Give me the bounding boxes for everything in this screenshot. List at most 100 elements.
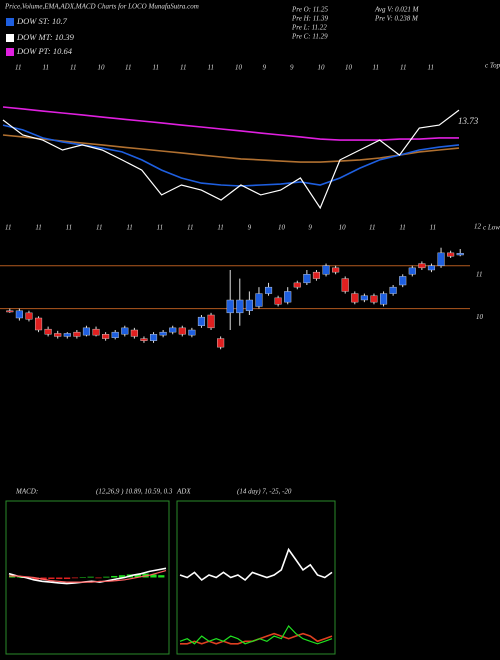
candle-body — [140, 338, 148, 341]
date-label: 11 — [70, 64, 76, 72]
date-label: 11 — [217, 224, 223, 232]
series-line — [9, 570, 167, 583]
series-line — [179, 547, 333, 582]
candle-body — [197, 316, 206, 326]
date-label: 9 — [308, 224, 312, 232]
histogram-bar — [103, 576, 110, 578]
panel-subtitle: (12,26,9 ) 10.89, 10.59, 0.3 — [96, 488, 173, 496]
date-label: 11 — [35, 224, 41, 232]
candle-body — [418, 263, 426, 269]
series-line — [2, 134, 460, 163]
series-line — [2, 106, 459, 141]
candle-body — [15, 310, 23, 319]
date-label: 11 — [187, 224, 193, 232]
date-label: 11 — [43, 64, 49, 72]
date-label: 9 — [248, 224, 252, 232]
candle-body — [284, 291, 292, 303]
stat: Pre O: 11.25 — [291, 6, 328, 14]
candle-body — [44, 328, 52, 335]
panel-subtitle: (14 day) 7, -25, -20 — [237, 488, 292, 496]
candle-body — [293, 282, 301, 288]
candle-body — [264, 286, 273, 294]
histogram-bar — [134, 574, 141, 578]
histogram-bar — [71, 577, 79, 579]
candle-body — [63, 333, 71, 337]
legend-swatch — [6, 48, 14, 56]
y-tick-label: 10 — [476, 313, 484, 321]
lows-label: c Lows — [483, 224, 500, 232]
candle-body — [217, 338, 225, 348]
date-label: 11 — [400, 64, 406, 72]
histogram-bar — [111, 575, 118, 578]
candle-body — [130, 329, 138, 337]
candle-body — [389, 286, 397, 294]
candle-body — [169, 327, 177, 333]
page-title: Price,Volume,EMA,ADX,MACD Charts for LOC… — [4, 3, 199, 11]
panel-title: MACD: — [15, 488, 38, 496]
candle-body — [456, 253, 464, 256]
candle-body — [370, 295, 378, 303]
date-label: 11 — [126, 224, 132, 232]
legend-label: DOW MT: 10.39 — [16, 32, 75, 42]
date-label: 11 — [399, 224, 405, 232]
tops-label: c Tops — [485, 62, 500, 70]
legend-swatch — [6, 18, 14, 26]
candle-body — [447, 252, 455, 257]
series-line — [2, 124, 460, 187]
panel-frame — [5, 500, 170, 655]
date-label: 11 — [373, 64, 379, 72]
last-value: 13.73 — [458, 116, 479, 126]
histogram-bar — [48, 577, 55, 580]
stat: Pre L: 11.22 — [291, 24, 327, 32]
candle-body — [111, 331, 119, 338]
date-label: 11 — [66, 224, 72, 232]
candle-body — [226, 299, 234, 314]
histogram-bar — [118, 575, 126, 578]
date-label: 9 — [263, 64, 267, 72]
date-label: 11 — [157, 224, 163, 232]
date-label: 11 — [153, 64, 159, 72]
candle-body — [54, 333, 62, 337]
candle-body — [6, 310, 14, 313]
date-label: 10 — [235, 64, 243, 72]
candle-body — [207, 314, 215, 329]
candle-body — [159, 331, 167, 336]
date-label: 11 — [430, 224, 436, 232]
candle-body — [351, 293, 359, 303]
candle-body — [408, 267, 416, 275]
series-line — [180, 632, 333, 645]
candle-body — [73, 331, 81, 337]
histogram-bar — [79, 577, 86, 578]
histogram-bar — [56, 577, 63, 580]
legend-label: DOW PT: 10.64 — [16, 46, 73, 56]
candle-body — [427, 265, 436, 271]
stat: Pre C: 11.29 — [291, 33, 328, 41]
histogram-bar — [87, 576, 94, 578]
date-label: 11 — [125, 64, 131, 72]
series-line — [179, 625, 333, 645]
candle-body — [102, 334, 110, 339]
date-label: 11 — [208, 64, 214, 72]
histogram-bar — [40, 577, 47, 580]
candle-body — [341, 278, 349, 292]
panel-title: ADX — [176, 488, 191, 496]
date-label: 11 — [180, 64, 186, 72]
candle-body — [322, 265, 330, 275]
candle-body — [312, 271, 321, 279]
candle-body — [379, 293, 388, 305]
candle-body — [245, 299, 253, 311]
date-label: 11 — [428, 64, 434, 72]
histogram-bar — [32, 577, 39, 580]
candle-body — [178, 327, 186, 335]
histogram-bar — [150, 574, 157, 578]
candle-body — [121, 327, 129, 335]
legend-label: DOW ST: 10.7 — [16, 16, 68, 26]
date-label: 10 — [339, 224, 347, 232]
date-label: 9 — [290, 64, 294, 72]
date-label: 11 — [5, 224, 11, 232]
date-label: 10 — [318, 64, 326, 72]
candle-body — [399, 276, 407, 286]
date-label: 11 — [369, 224, 375, 232]
